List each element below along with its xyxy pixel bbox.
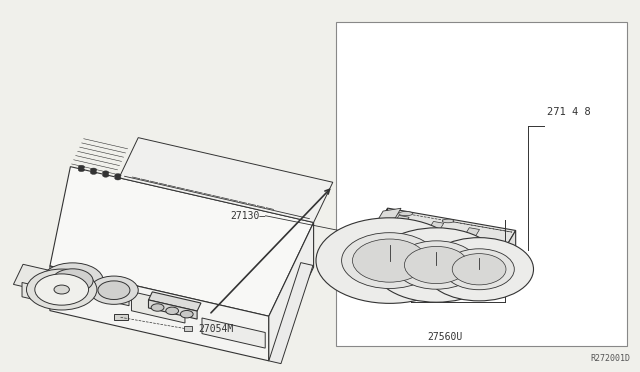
Circle shape <box>425 238 534 301</box>
Circle shape <box>54 285 69 294</box>
Polygon shape <box>22 282 51 304</box>
Ellipse shape <box>401 253 411 256</box>
Circle shape <box>115 176 121 180</box>
Polygon shape <box>369 219 379 228</box>
Polygon shape <box>50 167 314 316</box>
Polygon shape <box>372 222 379 229</box>
Polygon shape <box>119 138 333 222</box>
Circle shape <box>90 168 97 172</box>
Ellipse shape <box>443 260 453 263</box>
Bar <box>336 22 627 346</box>
Polygon shape <box>378 225 506 288</box>
Circle shape <box>26 269 97 310</box>
Polygon shape <box>506 231 516 288</box>
Circle shape <box>35 274 88 305</box>
Polygon shape <box>378 208 401 221</box>
Ellipse shape <box>443 238 453 241</box>
Polygon shape <box>202 318 265 348</box>
Polygon shape <box>50 266 269 361</box>
Circle shape <box>78 165 84 169</box>
Circle shape <box>98 281 130 299</box>
Polygon shape <box>369 248 379 260</box>
Polygon shape <box>378 249 516 288</box>
Text: R272001D: R272001D <box>590 354 630 363</box>
Polygon shape <box>114 314 128 320</box>
Polygon shape <box>148 292 201 311</box>
Polygon shape <box>13 264 60 293</box>
Circle shape <box>444 249 515 290</box>
Text: 271 4 8: 271 4 8 <box>547 107 591 116</box>
Circle shape <box>42 263 103 299</box>
Circle shape <box>452 254 506 285</box>
Text: 27054M: 27054M <box>198 324 234 334</box>
Polygon shape <box>40 285 96 304</box>
Circle shape <box>90 171 97 174</box>
Circle shape <box>102 171 109 174</box>
Circle shape <box>151 304 164 311</box>
Circle shape <box>90 276 138 304</box>
Polygon shape <box>429 221 444 231</box>
Ellipse shape <box>401 231 411 234</box>
Circle shape <box>342 233 438 289</box>
Polygon shape <box>131 292 185 323</box>
Polygon shape <box>148 300 197 319</box>
Text: 27130―: 27130― <box>230 211 266 221</box>
Circle shape <box>166 307 179 315</box>
Polygon shape <box>394 215 409 225</box>
Circle shape <box>372 228 500 302</box>
Polygon shape <box>378 208 516 247</box>
Polygon shape <box>269 263 313 364</box>
Polygon shape <box>378 208 388 266</box>
Circle shape <box>316 218 463 304</box>
Circle shape <box>180 311 193 318</box>
Polygon shape <box>269 222 314 361</box>
Polygon shape <box>56 272 129 306</box>
Polygon shape <box>372 251 379 257</box>
Circle shape <box>78 168 84 171</box>
Circle shape <box>353 239 427 282</box>
Polygon shape <box>184 326 192 331</box>
Circle shape <box>52 269 93 293</box>
Circle shape <box>404 246 468 283</box>
Ellipse shape <box>442 219 454 223</box>
Circle shape <box>115 174 121 177</box>
Polygon shape <box>465 228 479 238</box>
Circle shape <box>395 241 478 289</box>
Ellipse shape <box>399 212 413 216</box>
Circle shape <box>102 173 109 177</box>
Text: 27560U: 27560U <box>427 332 463 341</box>
